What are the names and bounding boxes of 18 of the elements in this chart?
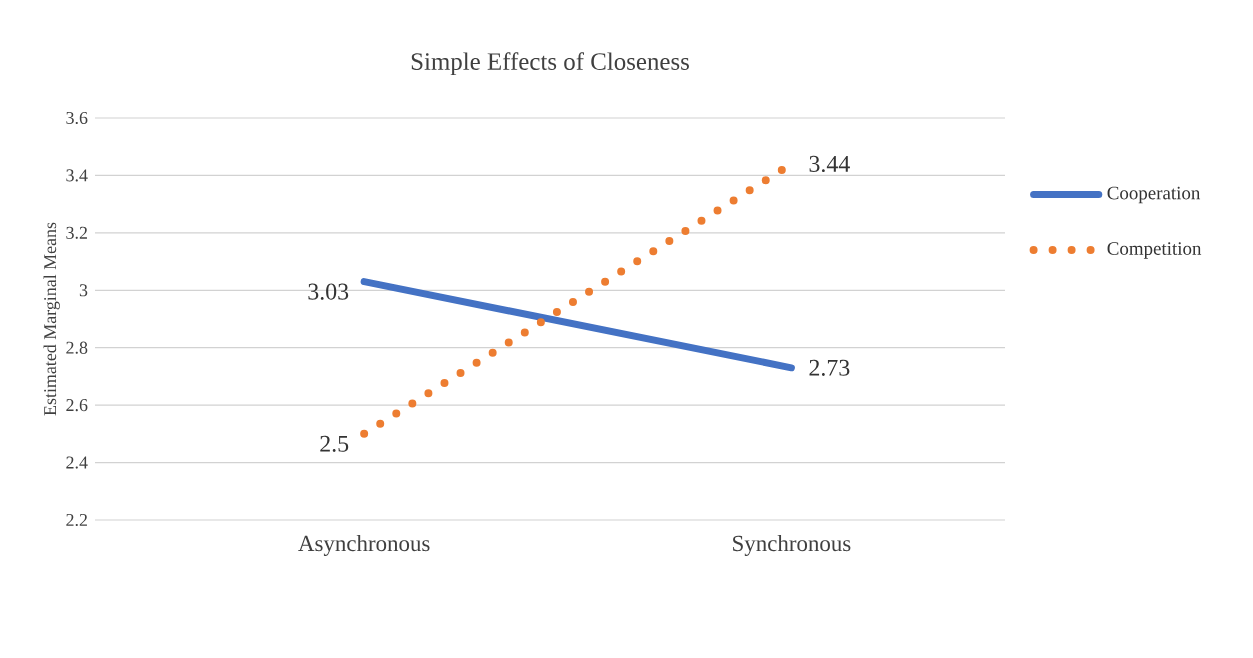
data-label: 3.44 xyxy=(809,155,850,173)
y-tick-label: 3.4 xyxy=(66,169,88,182)
data-label: 2.5 xyxy=(320,435,349,452)
y-tick-label: 3.2 xyxy=(66,226,87,239)
data-label: 3.03 xyxy=(308,283,349,300)
y-tick-label: 2.4 xyxy=(66,456,88,469)
x-tick-label: Asynchronous xyxy=(298,535,430,556)
legend-label: Competition xyxy=(1107,242,1202,259)
y-axis-title: Estimated Marginal Means xyxy=(43,222,60,416)
data-label: 2.73 xyxy=(809,359,850,376)
chart-title: Simple Effects of Closeness xyxy=(411,52,689,76)
y-tick-label: 2.8 xyxy=(66,341,88,354)
y-tick-label: 2.6 xyxy=(66,399,88,412)
legend-label: Cooperation xyxy=(1107,186,1201,204)
y-tick-label: 2.2 xyxy=(66,513,87,527)
y-tick-label: 3.6 xyxy=(66,111,88,125)
y-tick-label: 3 xyxy=(79,284,88,297)
x-tick-label: Synchronous xyxy=(733,535,851,556)
